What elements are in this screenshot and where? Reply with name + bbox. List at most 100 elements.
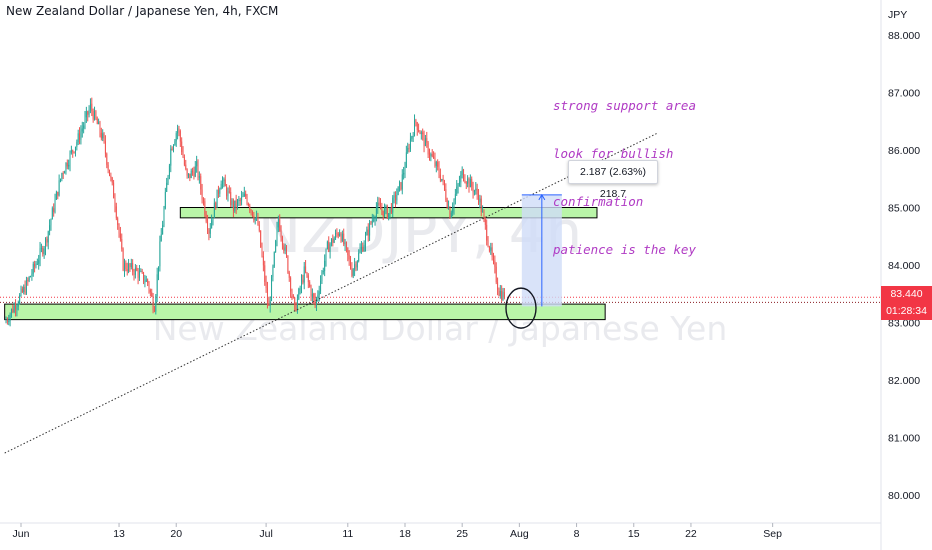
annotation-note[interactable]: strong support area look for bullish con… — [553, 66, 696, 274]
candle-body — [24, 286, 26, 294]
candle-body — [256, 217, 258, 219]
candle-body — [85, 111, 87, 118]
candle-body — [412, 136, 414, 138]
candle-body — [458, 182, 460, 185]
candle-body — [79, 133, 81, 140]
candle-body — [69, 152, 71, 165]
candle-body — [482, 211, 484, 213]
support-resistance-zone — [4, 303, 606, 321]
annotation-line: patience is the key — [553, 242, 696, 257]
candle-body — [453, 199, 455, 209]
countdown-tag: 01:28:34 — [881, 303, 932, 320]
time-tick-label: Jun — [13, 528, 30, 540]
candle-body — [407, 147, 409, 153]
candle-body — [163, 208, 165, 226]
candle-body — [356, 261, 358, 268]
candle-body — [311, 293, 313, 297]
candle-body — [493, 256, 494, 261]
candle-body — [317, 295, 319, 299]
candle-body — [202, 199, 204, 202]
candle-body — [185, 164, 187, 169]
candle-body — [250, 209, 252, 211]
candle-body — [330, 238, 332, 245]
candle-body — [223, 179, 225, 182]
candle-body — [39, 248, 41, 261]
candle-body — [262, 256, 264, 266]
candle-body — [465, 182, 467, 184]
candle-body — [89, 103, 91, 110]
candle-body — [257, 217, 259, 225]
candle-body — [352, 269, 354, 276]
candle-body — [284, 247, 286, 251]
candle-body — [173, 145, 174, 151]
annotation-line: look for bullish — [553, 146, 674, 161]
candle-body — [190, 170, 192, 178]
candle-body — [295, 305, 297, 311]
candle-body — [103, 133, 105, 142]
candle-body — [351, 268, 353, 276]
candle-body — [318, 291, 320, 296]
candle-body — [375, 207, 377, 218]
candle-body — [153, 310, 155, 312]
candle-body — [175, 133, 177, 142]
candle-body — [10, 309, 12, 315]
price-tick-label: 87.000 — [888, 88, 920, 100]
candle-body — [117, 218, 119, 225]
candle-body — [302, 279, 304, 283]
candle-body — [389, 207, 391, 214]
candle-body — [490, 247, 492, 251]
candle-body — [204, 201, 206, 215]
candle-body — [385, 206, 387, 208]
candle-body — [126, 269, 128, 272]
candle-body — [467, 178, 469, 184]
candle-body — [324, 260, 326, 272]
candle-body — [194, 166, 196, 177]
time-tick-label: 20 — [170, 528, 182, 540]
candle-body — [92, 111, 94, 120]
candle-body — [370, 222, 372, 224]
candle-body — [189, 173, 191, 178]
candle-body — [252, 210, 253, 217]
candle-body — [288, 272, 290, 278]
time-tick-label: 11 — [342, 528, 353, 540]
candle-body — [373, 219, 375, 221]
candle-body — [450, 212, 452, 219]
price-tick-label: 82.000 — [888, 375, 920, 387]
candle-body — [362, 246, 364, 252]
candle-body — [405, 152, 407, 168]
candle-body — [216, 189, 218, 208]
candle-body — [392, 197, 394, 213]
candle-body — [314, 298, 316, 306]
candle-body — [265, 281, 267, 288]
candle-body — [51, 208, 53, 220]
candle-body — [102, 133, 104, 139]
time-tick-label: 18 — [399, 528, 411, 540]
price-tick-label: 81.000 — [888, 433, 920, 445]
candle-body — [96, 118, 98, 125]
candle-body — [9, 314, 11, 321]
candle-body — [107, 164, 109, 170]
candle-body — [301, 279, 302, 289]
candle-body — [354, 264, 356, 270]
candle-body — [106, 153, 108, 165]
candle-body — [235, 200, 237, 208]
time-tick-label: Aug — [510, 528, 529, 540]
candle-body — [299, 288, 301, 290]
candle-body — [390, 207, 392, 213]
candle-body — [57, 191, 59, 196]
candle-body — [99, 122, 101, 133]
candle-body — [205, 214, 207, 222]
price-tick-label: 80.000 — [888, 490, 920, 502]
candle-body — [374, 217, 376, 220]
candle-body — [164, 191, 166, 209]
candle-body — [437, 162, 439, 167]
measure-tooltip: 2.187 (2.63%) 218.7 — [568, 160, 658, 200]
candle-body — [472, 186, 474, 193]
candle-body — [5, 320, 7, 323]
price-tick-label: 88.000 — [888, 30, 920, 42]
candle-body — [438, 166, 440, 175]
candle-body — [91, 103, 93, 112]
candle-body — [174, 141, 176, 146]
candle-body — [486, 224, 488, 241]
